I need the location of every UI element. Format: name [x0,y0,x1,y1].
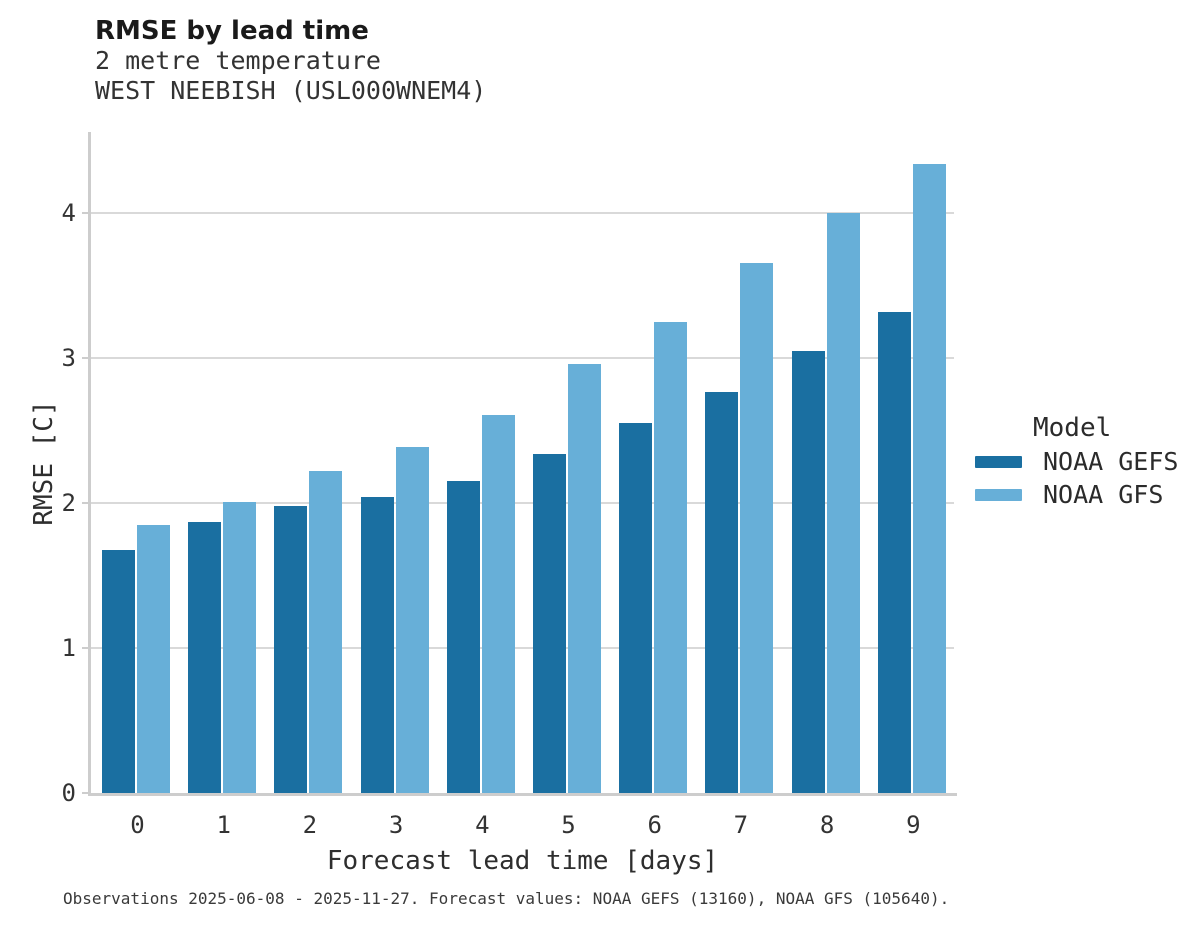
y-tick-label-2: 2 [61,489,76,518]
legend: Model NOAA GEFS NOAA GFS [975,412,1178,511]
bar-noaa-gefs-lead2 [274,506,308,793]
chart-title: RMSE by lead time [95,16,369,46]
bar-noaa-gefs-lead6 [619,423,653,793]
y-axis-line [88,132,91,793]
legend-item-noaa-gefs: NOAA GEFS [975,445,1178,478]
footer-note: Observations 2025-06-08 - 2025-11-27. Fo… [63,889,950,908]
gridline-y4 [91,212,954,215]
x-axis-title: Forecast lead time [days] [326,846,719,876]
legend-swatch-icon [975,455,1022,468]
gridline-y3 [91,357,954,360]
y-tick-mark-0 [82,792,91,794]
bar-noaa-gefs-lead8 [791,350,825,793]
x-tick-label-2: 2 [302,811,318,839]
bar-noaa-gfs-lead6 [654,321,688,793]
x-tick-label-6: 6 [647,811,662,839]
bar-noaa-gfs-lead7 [740,262,774,793]
y-axis-tick-labels: 0 1 2 3 4 [30,132,76,807]
x-tick-label-1: 1 [216,811,231,839]
legend-item-label: NOAA GFS [1043,480,1164,509]
bar-noaa-gfs-lead1 [223,501,257,793]
legend-item-noaa-gfs: NOAA GFS [975,478,1178,511]
bar-noaa-gfs-lead0 [137,524,170,793]
bar-noaa-gfs-lead8 [826,213,860,793]
chart-subtitle-station: WEST NEEBISH (USL000WNEM4) [95,76,487,105]
bar-noaa-gfs-lead9 [912,163,946,793]
x-tick-label-7: 7 [733,811,749,839]
x-axis-line [88,793,957,796]
x-axis-tick-labels: 0 1 2 3 4 5 6 7 8 9 [91,811,954,841]
bar-noaa-gefs-lead9 [877,311,911,793]
plot-area [82,132,957,796]
bar-noaa-gfs-lead4 [481,414,515,793]
y-tick-mark-3 [82,357,91,360]
y-tick-label-3: 3 [61,344,76,373]
x-tick-label-4: 4 [475,811,490,839]
bar-noaa-gefs-lead1 [188,521,222,793]
legend-title: Model [1033,413,1112,443]
bar-noaa-gefs-lead4 [446,481,480,793]
bar-noaa-gefs-lead3 [360,497,394,793]
bar-noaa-gfs-lead5 [568,363,601,793]
y-tick-label-0: 0 [61,779,76,807]
x-tick-label-8: 8 [819,811,835,839]
legend-item-label: NOAA GEFS [1043,447,1179,476]
y-tick-mark-4 [82,212,91,215]
y-tick-mark-1 [82,647,91,650]
gridline-y2 [91,502,954,505]
x-tick-label-5: 5 [561,811,576,839]
x-tick-label-3: 3 [388,811,404,839]
y-tick-label-1: 1 [61,634,76,663]
legend-swatch-icon [975,488,1022,501]
x-tick-label-0: 0 [130,811,145,839]
bar-noaa-gefs-lead5 [533,453,566,793]
bar-noaa-gfs-lead3 [395,446,429,793]
bar-noaa-gefs-lead0 [102,549,135,793]
gridline-y1 [91,647,954,650]
chart-header: RMSE by lead time 2 metre temperature WE… [95,16,486,106]
bar-noaa-gfs-lead2 [309,471,343,793]
x-tick-label-9: 9 [906,811,921,839]
y-tick-label-4: 4 [61,199,76,228]
chart-subtitle-variable: 2 metre temperature [95,46,381,75]
y-tick-mark-2 [82,502,91,505]
bar-noaa-gefs-lead7 [705,391,739,793]
